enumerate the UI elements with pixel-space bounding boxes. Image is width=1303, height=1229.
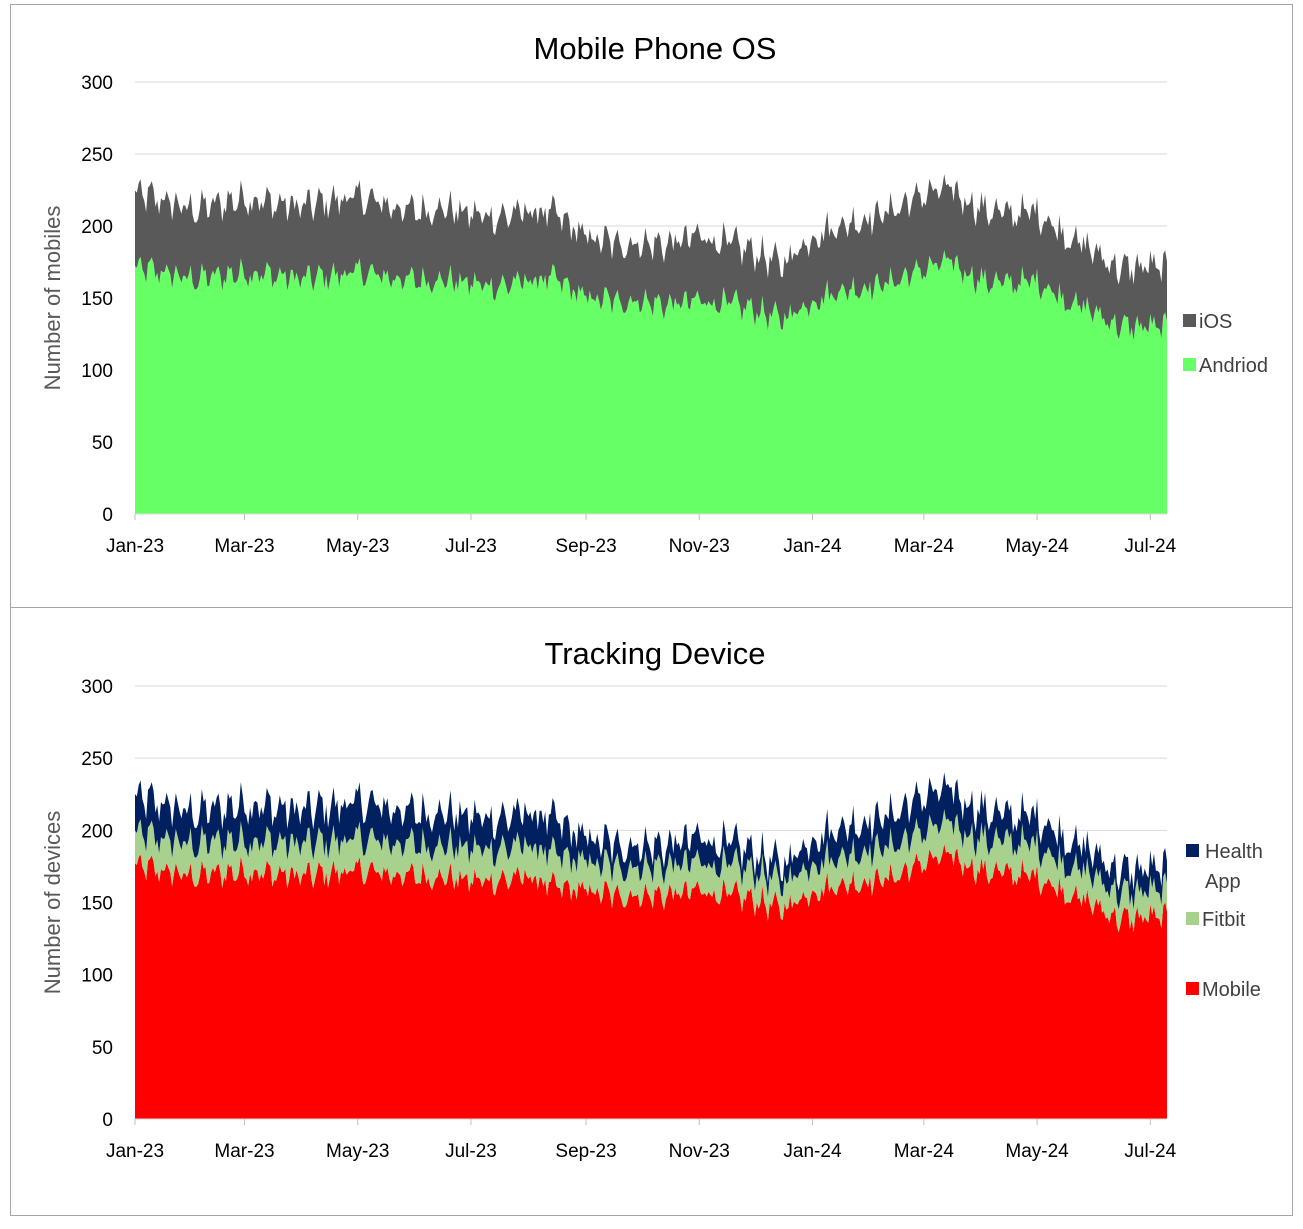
x-tick-label: Sep-23 bbox=[555, 1141, 616, 1162]
legend-label-ios: iOS bbox=[1199, 311, 1232, 333]
y-axis-label: Number of devices bbox=[40, 811, 65, 994]
x-tick-label: Jul-24 bbox=[1124, 1141, 1176, 1162]
x-tick-label: Jan-24 bbox=[783, 536, 842, 557]
chart-title: Mobile Phone OS bbox=[534, 31, 777, 66]
x-tick-label: May-23 bbox=[326, 1141, 389, 1162]
x-tick-label: Sep-23 bbox=[555, 536, 616, 557]
y-tick-label: 200 bbox=[81, 821, 113, 842]
y-tick-label: 300 bbox=[81, 677, 113, 698]
legend-swatch-fitbit bbox=[1186, 912, 1199, 925]
x-tick-label: May-23 bbox=[326, 536, 389, 557]
legend-swatch-mobile bbox=[1186, 982, 1199, 995]
chart-panel-mobile-os: Mobile Phone OS 0 50 100 150 200 250 300 Number … bbox=[10, 4, 1293, 608]
y-tick-label: 0 bbox=[102, 1110, 113, 1131]
legend-label-andriod: Andriod bbox=[1199, 355, 1268, 377]
area-series-fitbit bbox=[135, 809, 1167, 933]
x-tick-label: Mar-24 bbox=[894, 1141, 955, 1162]
area-series-ios bbox=[135, 174, 1167, 341]
x-tick-label: May-24 bbox=[1005, 536, 1069, 557]
x-tick-label: Jul-23 bbox=[445, 536, 497, 557]
y-tick-label: 50 bbox=[92, 433, 113, 454]
x-tick-label: May-24 bbox=[1005, 1141, 1069, 1162]
area-series-andriod bbox=[135, 250, 1167, 515]
mobile-os-area-chart: Mobile Phone OS 0 50 100 150 200 250 300 Number … bbox=[40, 31, 1268, 557]
y-axis-label: Number of mobiles bbox=[40, 206, 65, 391]
x-tick-label: Mar-23 bbox=[214, 1141, 274, 1162]
y-tick-label: 0 bbox=[102, 505, 113, 526]
y-tick-label: 100 bbox=[81, 361, 113, 382]
x-tick-label: Jan-24 bbox=[783, 1141, 842, 1162]
legend-swatch-andriod bbox=[1183, 358, 1196, 371]
x-tick-label: Jul-24 bbox=[1124, 536, 1176, 557]
tracking-device-area-chart: Tracking Device 0 50 100 150 200 250 300 Number … bbox=[40, 636, 1263, 1162]
chart-title: Tracking Device bbox=[544, 636, 765, 671]
legend-label-fitbit: Fitbit bbox=[1202, 909, 1246, 931]
x-tick-label: Mar-24 bbox=[894, 536, 955, 557]
legend-swatch-ios bbox=[1183, 314, 1196, 327]
chart-panel-tracking-device: Tracking Device 0 50 100 150 200 250 300 Number … bbox=[10, 607, 1293, 1216]
area-series-mobile bbox=[135, 844, 1167, 1119]
x-tick-label: Jan-23 bbox=[106, 1141, 164, 1162]
x-tick-label: Jan-23 bbox=[106, 536, 164, 557]
x-tick-label: Nov-23 bbox=[669, 536, 730, 557]
y-tick-label: 100 bbox=[81, 966, 113, 987]
legend-label-health-app: Health App bbox=[1205, 841, 1263, 893]
y-tick-label: 200 bbox=[81, 217, 113, 238]
x-tick-label: Mar-23 bbox=[214, 536, 274, 557]
y-tick-label: 150 bbox=[81, 894, 113, 915]
y-tick-label: 250 bbox=[81, 145, 113, 166]
y-tick-label: 250 bbox=[81, 749, 113, 770]
x-tick-label: Nov-23 bbox=[669, 1141, 730, 1162]
x-tick-label: Jul-23 bbox=[445, 1141, 497, 1162]
legend-label-mobile: Mobile bbox=[1202, 979, 1261, 1001]
y-tick-label: 50 bbox=[92, 1038, 113, 1059]
y-tick-label: 300 bbox=[81, 73, 113, 94]
y-tick-label: 150 bbox=[81, 289, 113, 310]
legend-swatch-health-app bbox=[1186, 844, 1199, 857]
